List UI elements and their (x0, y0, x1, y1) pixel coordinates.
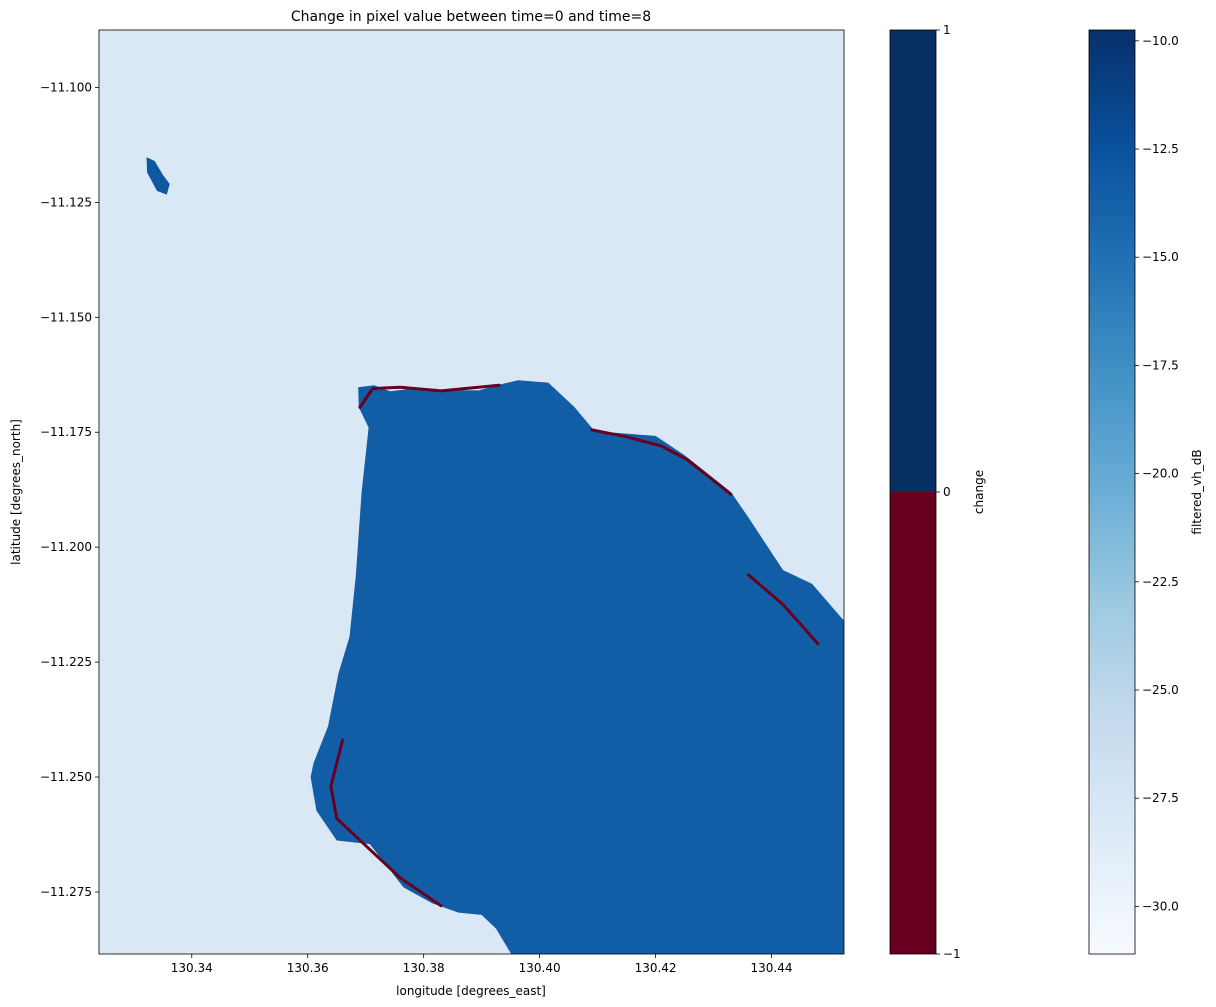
x-axis-label: longitude [degrees_east] (396, 984, 546, 998)
x-tick-label: 130.44 (751, 961, 793, 975)
colorbar-change: −1 0 1 (889, 23, 961, 961)
plot-area (99, 30, 844, 954)
y-tick-label: −11.125 (40, 195, 92, 209)
colorbar-change-tick-label: 1 (943, 23, 951, 37)
colorbar-change-segment (890, 30, 936, 492)
y-axis: −11.100 −11.125 −11.150 −11.175 −11.200 −11.2… (40, 80, 99, 899)
x-tick-label: 130.36 (287, 961, 329, 975)
y-tick-label: −11.275 (40, 885, 92, 899)
colorbar-change-tick-label: −1 (943, 947, 961, 961)
change-layer (329, 383, 820, 908)
y-axis-label: latitude [degrees_north] (9, 419, 23, 565)
change-coast-segment (358, 383, 501, 409)
colorbar-vh-tick-label: −20.0 (1142, 467, 1179, 481)
change-coast-segment (746, 573, 820, 646)
colorbar-change-tick-label: 0 (943, 485, 951, 499)
colorbar-vh-tick-label: −10.0 (1142, 34, 1179, 48)
colorbar-vh-tick-label: −12.5 (1142, 142, 1179, 156)
land-mass (310, 380, 844, 954)
colorbar-vh-frame (1088, 29, 1136, 955)
colorbar-vh-tick-label: −17.5 (1142, 358, 1179, 372)
colorbar-vh-tick-label: −15.0 (1142, 250, 1179, 264)
colorbar-vh-tick-label: −22.5 (1142, 575, 1179, 589)
x-tick-label: 130.40 (519, 961, 561, 975)
y-tick-label: −11.150 (40, 310, 92, 324)
y-tick-label: −11.225 (40, 655, 92, 669)
y-tick-label: −11.175 (40, 425, 92, 439)
x-tick-label: 130.34 (171, 961, 213, 975)
x-tick-label: 130.42 (635, 961, 677, 975)
change-coast-segment (329, 738, 443, 908)
colorbar-vh-tick-label: −30.0 (1142, 899, 1179, 913)
x-tick-label: 130.38 (403, 961, 445, 975)
chart-title: Change in pixel value between time=0 and… (291, 9, 651, 25)
plot-frame (98, 29, 845, 955)
colorbar-vh-label: filtered_vh_dB (1190, 449, 1204, 534)
island (146, 157, 170, 195)
change-coast-segment (590, 428, 733, 496)
colorbar-vh-tick-label: −25.0 (1142, 683, 1179, 697)
colorbar-change-label: change (972, 470, 986, 514)
y-tick-label: −11.250 (40, 770, 92, 784)
colorbar-change-segment (890, 492, 936, 954)
colorbar-vh-tick-label: −27.5 (1142, 791, 1179, 805)
y-tick-label: −11.100 (40, 80, 92, 94)
y-tick-label: −11.200 (40, 540, 92, 554)
colorbar-vh-gradient (1089, 30, 1135, 954)
colorbar-filtered-vh-db: −10.0 −12.5 −15.0 −17.5 −20.0 −22.5 −25.0 −27.5… (1088, 29, 1179, 955)
x-axis: 130.34 130.36 130.38 130.40 130.42 130.44 (171, 954, 793, 975)
